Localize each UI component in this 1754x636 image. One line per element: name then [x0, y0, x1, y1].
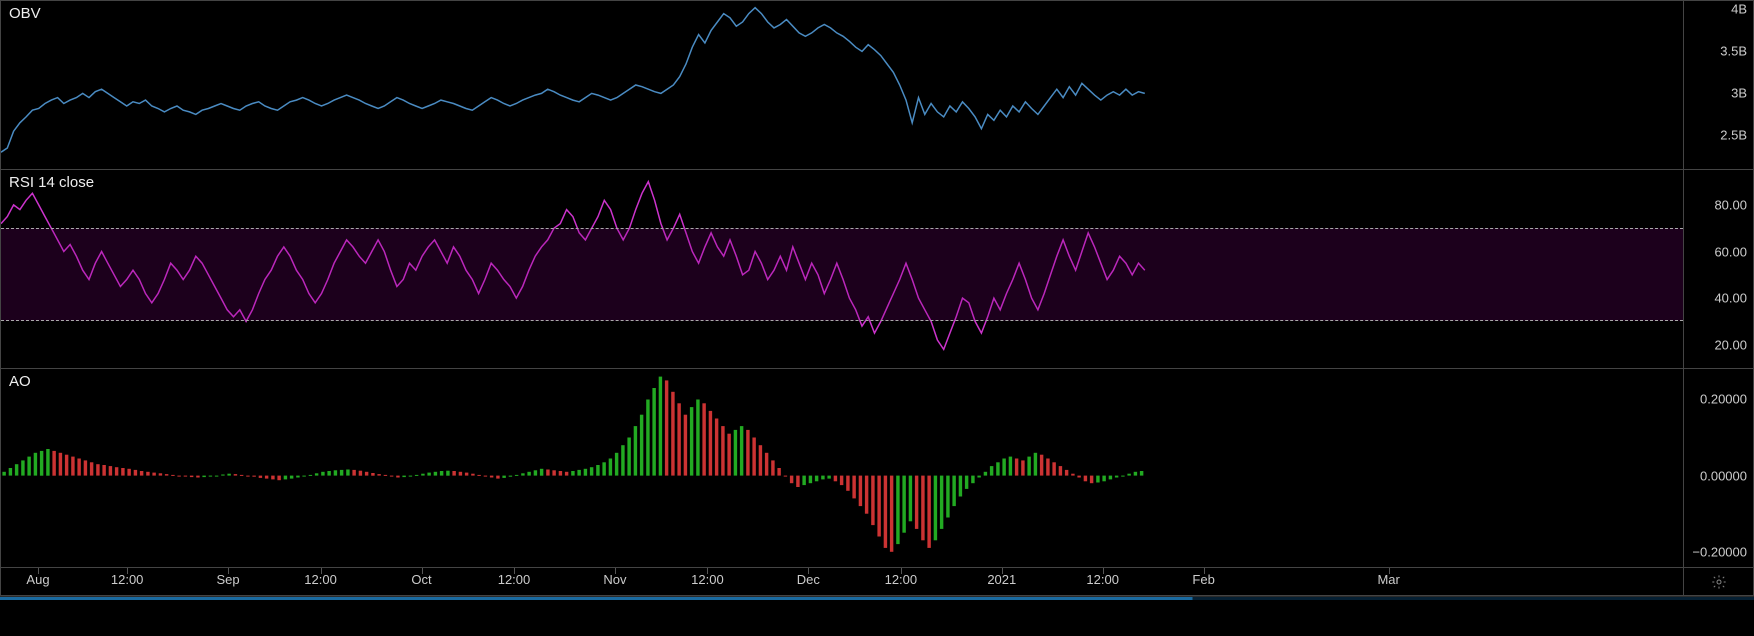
xtick-label: 2021	[987, 572, 1016, 587]
ao-yaxis[interactable]: 0.20000 0.00000 −0.20000	[1683, 369, 1753, 567]
xtick-label: 12:00	[498, 572, 531, 587]
xtick-label: Oct	[411, 572, 431, 587]
ytick: 80.00	[1714, 197, 1747, 212]
obv-panel[interactable]: OBV 4B 3.5B 3B 2.5B	[0, 0, 1754, 170]
xtick-label: 12:00	[1086, 572, 1119, 587]
xtick-label: 12:00	[885, 572, 918, 587]
ytick: 3.5B	[1720, 44, 1747, 59]
xaxis-track[interactable]: Aug 12:00 Sep 12:00 Oct 12:00 Nov 12:00 Dec 12:00…	[1, 568, 1683, 595]
ytick: 60.00	[1714, 244, 1747, 259]
scroll-bar[interactable]	[0, 596, 1754, 600]
ytick: −0.20000	[1692, 544, 1747, 559]
xtick-label: Nov	[603, 572, 626, 587]
rsi-panel[interactable]: RSI 14 close 80.00 60.00 40.00 20.00	[0, 170, 1754, 369]
gear-icon[interactable]	[1711, 574, 1727, 590]
obv-line-chart	[1, 1, 1683, 169]
ytick: 40.00	[1714, 291, 1747, 306]
xtick-label: 12:00	[691, 572, 724, 587]
ytick: 0.00000	[1700, 468, 1747, 483]
xtick-label: Dec	[797, 572, 820, 587]
rsi-plot[interactable]: RSI 14 close	[1, 170, 1683, 368]
ytick: 3B	[1731, 86, 1747, 101]
rsi-yaxis[interactable]: 80.00 60.00 40.00 20.00	[1683, 170, 1753, 368]
ytick: 2.5B	[1720, 128, 1747, 143]
obv-plot[interactable]: OBV	[1, 1, 1683, 169]
xtick-label: Mar	[1377, 572, 1399, 587]
ytick: 0.20000	[1700, 392, 1747, 407]
xaxis[interactable]: Aug 12:00 Sep 12:00 Oct 12:00 Nov 12:00 Dec 12:00…	[0, 568, 1754, 596]
obv-title: OBV	[9, 5, 41, 22]
xtick-label: Feb	[1192, 572, 1214, 587]
ytick: 20.00	[1714, 337, 1747, 352]
xtick-label: 12:00	[111, 572, 144, 587]
xtick-label: Aug	[26, 572, 49, 587]
obv-yaxis[interactable]: 4B 3.5B 3B 2.5B	[1683, 1, 1753, 169]
rsi-band	[1, 228, 1683, 321]
ao-panel[interactable]: AO 0.20000 0.00000 −0.20000	[0, 369, 1754, 568]
xtick-label: Sep	[216, 572, 239, 587]
chart-container: OBV 4B 3.5B 3B 2.5B RSI 14 close 80.00 60.00…	[0, 0, 1754, 636]
xaxis-settings[interactable]	[1683, 568, 1753, 595]
ao-bar-chart	[1, 369, 1683, 567]
rsi-title: RSI 14 close	[9, 174, 94, 191]
xtick-label: 12:00	[304, 572, 337, 587]
ytick: 4B	[1731, 2, 1747, 17]
ao-title: AO	[9, 373, 31, 390]
ao-plot[interactable]: AO	[1, 369, 1683, 567]
